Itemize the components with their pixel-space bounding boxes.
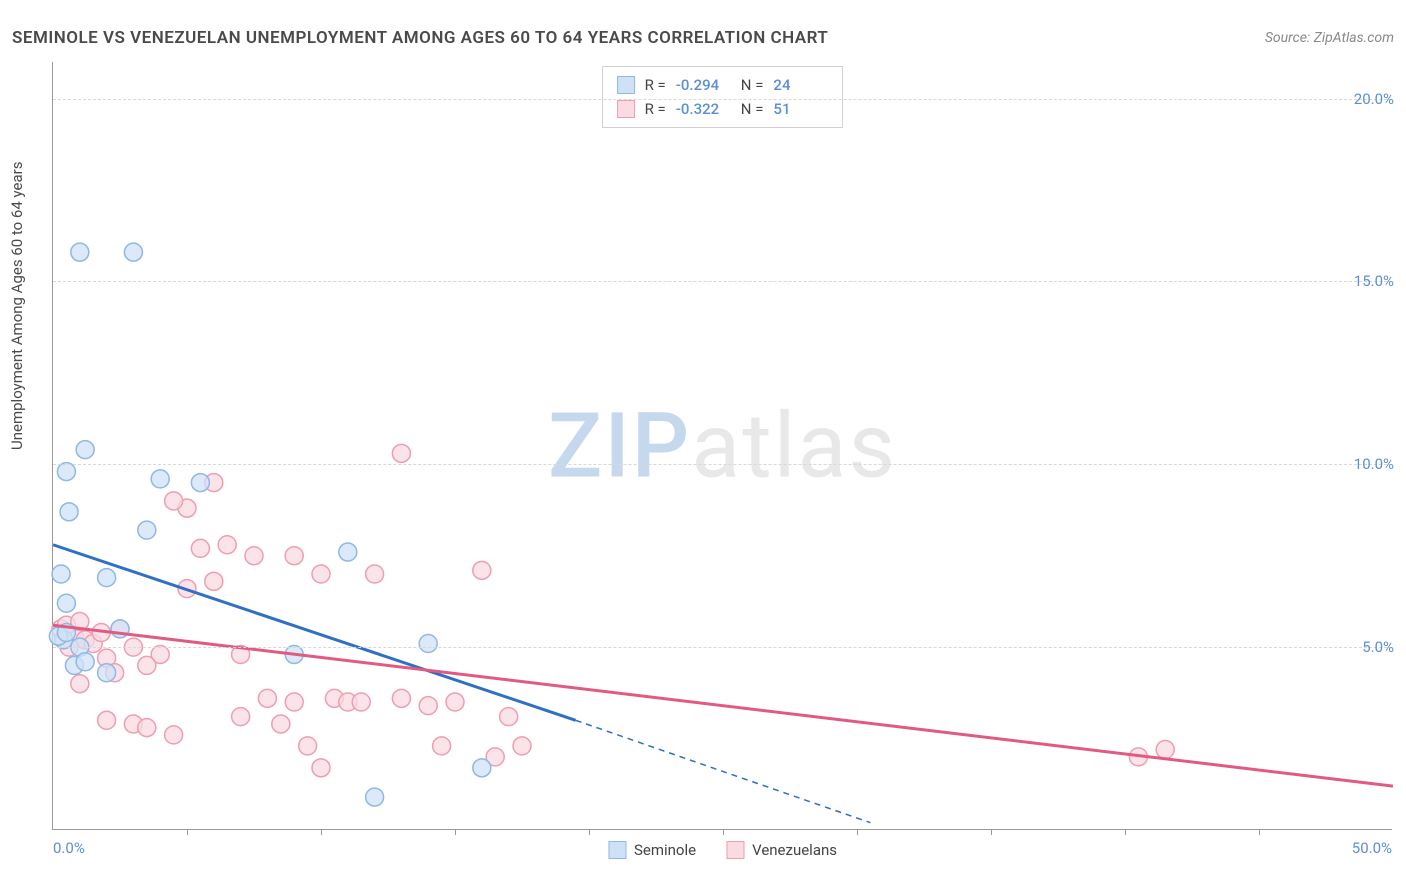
data-point <box>71 243 89 261</box>
data-point <box>500 708 518 726</box>
data-point <box>191 539 209 557</box>
x-tick <box>723 829 724 835</box>
data-point <box>57 594 75 612</box>
data-point <box>392 689 410 707</box>
data-point <box>339 543 357 561</box>
chart-title: SEMINOLE VS VENEZUELAN UNEMPLOYMENT AMON… <box>12 28 828 48</box>
x-tick <box>857 829 858 835</box>
gridline <box>53 99 1392 100</box>
plot-area: ZIPatlas R =-0.294 N =24 R =-0.322 N =51… <box>52 62 1392 830</box>
data-point <box>191 474 209 492</box>
data-point <box>124 243 142 261</box>
y-tick-label: 10.0% <box>1354 455 1394 473</box>
legend-item-seminole: Seminole <box>608 841 696 859</box>
gridline <box>53 464 1392 465</box>
scatter-svg <box>53 62 1392 829</box>
data-point <box>205 572 223 590</box>
x-tick <box>1259 829 1260 835</box>
data-point <box>446 693 464 711</box>
data-point <box>352 693 370 711</box>
data-point <box>258 689 276 707</box>
x-tick <box>1125 829 1126 835</box>
data-point <box>76 441 94 459</box>
data-point <box>312 759 330 777</box>
legend-item-venezuelans: Venezuelans <box>726 841 837 859</box>
data-point <box>218 536 236 554</box>
data-point <box>165 492 183 510</box>
data-point <box>366 788 384 806</box>
data-point <box>1156 741 1174 759</box>
swatch-venezuelans-icon <box>726 841 744 859</box>
x-tick-min: 0.0% <box>53 839 85 857</box>
data-point <box>138 656 156 674</box>
gridline <box>53 647 1392 648</box>
data-point <box>98 711 116 729</box>
data-point <box>76 653 94 671</box>
series-legend: Seminole Venezuelans <box>608 841 837 859</box>
data-point <box>392 444 410 462</box>
x-tick <box>991 829 992 835</box>
data-point <box>285 547 303 565</box>
data-point <box>98 569 116 587</box>
data-point <box>232 708 250 726</box>
data-point <box>57 463 75 481</box>
data-point <box>138 719 156 737</box>
x-tick <box>589 829 590 835</box>
data-point <box>272 715 290 733</box>
trend-line-extrapolated <box>576 720 871 822</box>
y-tick-label: 20.0% <box>1354 90 1394 108</box>
data-point <box>513 737 531 755</box>
data-point <box>52 565 70 583</box>
data-point <box>98 664 116 682</box>
data-point <box>165 726 183 744</box>
y-tick-label: 5.0% <box>1362 638 1394 656</box>
swatch-seminole-icon <box>608 841 626 859</box>
data-point <box>299 737 317 755</box>
data-point <box>419 697 437 715</box>
source-label: Source: ZipAtlas.com <box>1265 30 1394 46</box>
data-point <box>366 565 384 583</box>
legend-label: Seminole <box>634 841 696 859</box>
trend-line <box>53 625 1393 786</box>
data-point <box>473 759 491 777</box>
data-point <box>245 547 263 565</box>
x-tick <box>187 829 188 835</box>
data-point <box>151 470 169 488</box>
data-point <box>60 503 78 521</box>
data-point <box>71 675 89 693</box>
data-point <box>312 565 330 583</box>
x-tick <box>455 829 456 835</box>
legend-label: Venezuelans <box>752 841 837 859</box>
x-tick-max: 50.0% <box>1352 839 1392 857</box>
data-point <box>285 693 303 711</box>
y-tick-label: 15.0% <box>1354 272 1394 290</box>
data-point <box>433 737 451 755</box>
data-point <box>419 634 437 652</box>
x-tick <box>321 829 322 835</box>
data-point <box>138 521 156 539</box>
y-axis-label: Unemployment Among Ages 60 to 64 years <box>8 162 26 450</box>
data-point <box>473 561 491 579</box>
gridline <box>53 281 1392 282</box>
